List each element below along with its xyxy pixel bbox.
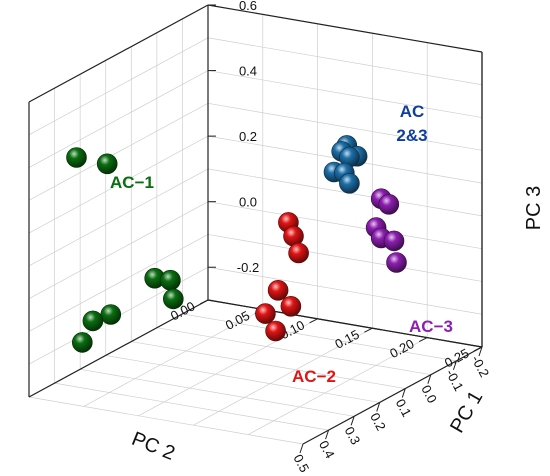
grid-line <box>28 201 209 299</box>
pc2-tick-label: 0.5 <box>290 452 312 475</box>
data-point-ac2 <box>265 320 286 342</box>
grid-line <box>28 37 209 136</box>
pc1-tick <box>418 337 428 343</box>
grid-line <box>207 266 483 315</box>
pc2-tick <box>478 346 483 357</box>
pc1-tick <box>309 318 318 324</box>
grid-line <box>131 341 406 389</box>
data-point-ac3 <box>378 194 400 215</box>
data-point-ac1 <box>160 269 181 291</box>
pc3-tick-label: 0.0 <box>239 195 257 210</box>
group-label-ac1: AC−1 <box>110 173 154 192</box>
box-edge <box>28 299 209 398</box>
pc2-tick-label: -0.1 <box>443 367 467 394</box>
grid-line <box>28 168 209 267</box>
data-point-ac1 <box>96 153 118 175</box>
pc2-tick <box>401 388 406 398</box>
data-point-ac3 <box>383 230 405 252</box>
grid-line <box>207 70 483 118</box>
pc3-tick-label: 0.4 <box>239 64 257 79</box>
pc2-tick-label: 0.2 <box>367 410 389 433</box>
grid-line <box>182 313 457 362</box>
axis-label-pc2: PC 2 <box>129 428 178 465</box>
grid-line <box>207 102 483 151</box>
pc2-tick-label: 0.1 <box>393 396 415 419</box>
axis-label-pc3: PC 3 <box>523 186 545 230</box>
pc2-tick-label: -0.2 <box>468 353 492 380</box>
axis-label-pc1: PC 1 <box>446 387 487 437</box>
grid-line <box>207 234 483 282</box>
box-edge <box>207 4 483 53</box>
pc2-tick-label: 0.3 <box>342 424 364 447</box>
data-point-ac2 <box>280 295 302 317</box>
grid-line <box>28 135 209 234</box>
pc1-tick-label: 0.05 <box>223 308 252 333</box>
pc2-tick <box>452 360 457 371</box>
data-point-ac1 <box>100 304 122 325</box>
pc1-tick <box>364 327 373 333</box>
pc2-tick-label: 0.0 <box>418 383 440 406</box>
grid-line <box>105 355 380 403</box>
pc2-tick-label: 0.4 <box>316 438 338 461</box>
grid-line <box>138 318 318 417</box>
box-edge <box>28 4 209 103</box>
pc1-tick-label: 0.20 <box>387 336 416 361</box>
pc2-tick <box>427 374 432 384</box>
pc3-tick-label: -0.2 <box>237 260 259 275</box>
axes: -0.2-0.10.00.10.20.30.40.50.00 0.05 0.10 0.… <box>28 0 492 475</box>
pc1-tick <box>199 299 209 305</box>
group-label-ac3: AC−3 <box>409 317 453 336</box>
data-point-ac2 <box>288 242 309 264</box>
group-label-ac23-line2: 2&3 <box>396 126 427 145</box>
data-point-ac1 <box>163 288 184 310</box>
grid-line <box>28 103 209 201</box>
grid-line <box>248 337 428 435</box>
data-point-ac1 <box>72 332 93 353</box>
data-point-ac2 <box>255 303 276 324</box>
pc1-axis-line <box>207 299 483 348</box>
group-label-ac2: AC−2 <box>292 367 336 386</box>
pc2-tick <box>325 429 330 440</box>
data-point-ac1 <box>66 147 87 168</box>
grid-line <box>80 368 355 417</box>
pc2-tick <box>376 402 381 412</box>
grid-line <box>207 37 483 86</box>
pc2-axis-line <box>302 346 483 445</box>
grid-line <box>83 309 263 407</box>
group-label-ac23-line1: AC <box>400 102 425 121</box>
pc2-tick <box>299 443 304 454</box>
grid-line <box>28 396 304 445</box>
pc1-tick-label: 0.15 <box>332 327 361 352</box>
pc3-tick-label: 0.6 <box>239 0 257 13</box>
pc3-tick-label: 0.2 <box>239 129 257 144</box>
data-point-ac1 <box>82 310 104 332</box>
grid-line <box>28 70 209 168</box>
grid-line <box>156 327 431 376</box>
grid-line <box>54 382 329 431</box>
grid-line <box>28 234 209 332</box>
pc2-tick <box>350 416 355 426</box>
data-point-ac2 <box>267 279 289 301</box>
data-points <box>66 135 407 353</box>
pc1-tick <box>473 346 483 352</box>
grid-line <box>207 201 483 250</box>
data-point-ac23 <box>339 173 360 194</box>
grid-line <box>193 327 373 426</box>
data-point-ac3 <box>386 252 407 273</box>
